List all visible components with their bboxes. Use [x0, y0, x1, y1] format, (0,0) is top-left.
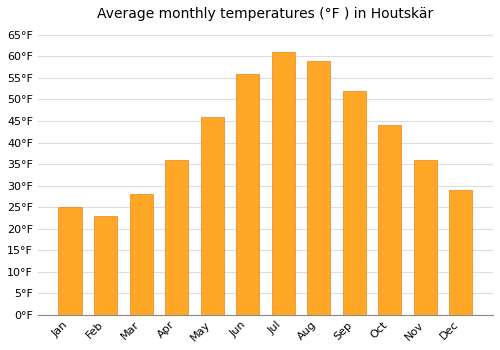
Bar — [130, 194, 152, 315]
Bar — [450, 190, 472, 315]
Bar — [165, 160, 188, 315]
Bar — [414, 160, 437, 315]
Bar — [200, 117, 224, 315]
Bar — [378, 125, 402, 315]
Bar — [342, 91, 366, 315]
Bar — [272, 52, 294, 315]
Title: Average monthly temperatures (°F ) in Houtskär: Average monthly temperatures (°F ) in Ho… — [98, 7, 433, 21]
Bar — [236, 74, 259, 315]
Bar — [58, 207, 82, 315]
Bar — [94, 216, 117, 315]
Bar — [307, 61, 330, 315]
